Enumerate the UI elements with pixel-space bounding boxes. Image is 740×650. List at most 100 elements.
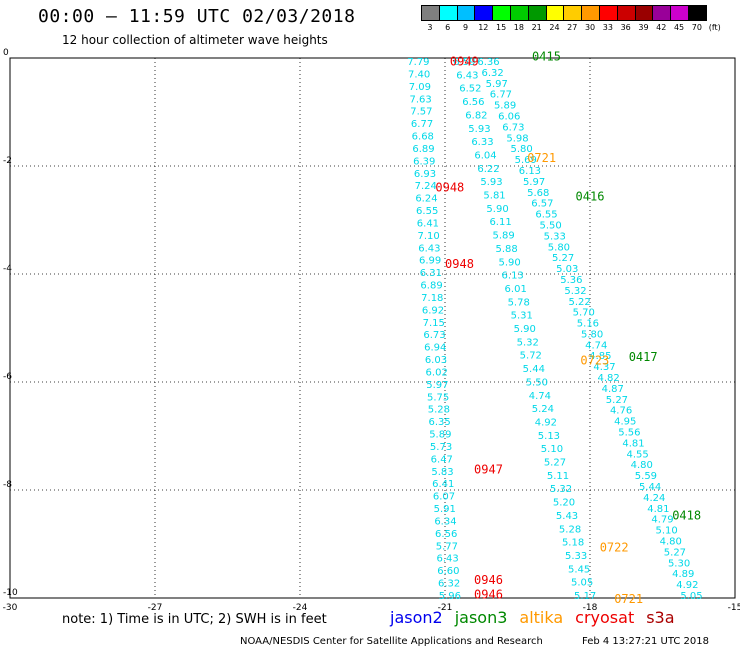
wave-height-value: 6.55 bbox=[535, 210, 557, 221]
wave-height-value: 5.05 bbox=[680, 591, 702, 602]
pass-time-label: 0721 bbox=[527, 151, 556, 165]
pass-time-label: 0948 bbox=[435, 181, 464, 195]
wave-height-value: 5.28 bbox=[428, 405, 450, 416]
color-scale-legend: 3 6 9 12 15 18 21 24 27 30 33 36 39 42 45 70 (ft) bbox=[421, 5, 721, 32]
wave-height-value: 7.57 bbox=[410, 107, 432, 118]
wave-height-value: 6.43 bbox=[437, 554, 459, 565]
wave-height-value: 5.72 bbox=[520, 351, 542, 362]
wave-height-value: 5.44 bbox=[639, 482, 661, 493]
wave-height-value: 6.56 bbox=[462, 97, 484, 108]
latitude-tick-label: -8 bbox=[3, 480, 12, 490]
wave-height-value: 6.34 bbox=[434, 516, 456, 527]
color-scale-label: 3 bbox=[427, 23, 433, 32]
wave-height-value: 5.50 bbox=[526, 377, 548, 388]
wave-height-value: 6.02 bbox=[426, 367, 448, 378]
color-scale-label: 9 bbox=[462, 23, 469, 32]
color-scale-label: 70 bbox=[691, 23, 702, 32]
wave-height-value: 6.04 bbox=[474, 150, 496, 161]
wave-height-value: 5.91 bbox=[434, 504, 456, 515]
color-scale-bin: 70 bbox=[687, 5, 707, 32]
wave-height-value: 5.10 bbox=[656, 526, 678, 537]
wave-height-value: 6.93 bbox=[414, 169, 436, 180]
wave-height-value: 4.74 bbox=[529, 391, 551, 402]
latitude-tick-label: -6 bbox=[3, 372, 12, 382]
wave-height-value: 5.69 bbox=[515, 155, 537, 166]
color-scale-label: 42 bbox=[656, 23, 667, 32]
wave-height-value: 7.79 bbox=[407, 57, 429, 68]
wave-height-value: 4.37 bbox=[593, 362, 615, 373]
wave-height-value: 6.94 bbox=[424, 343, 446, 354]
pass-time-label: 0418 bbox=[672, 508, 701, 522]
map-title: 00:00 – 11:59 UTC 02/03/2018 bbox=[38, 6, 356, 27]
satellite-legend-item: cryosat bbox=[575, 608, 635, 627]
wave-height-value: 5.45 bbox=[568, 564, 590, 575]
wave-height-value: 7.18 bbox=[421, 293, 443, 304]
latitude-tick-label: -10 bbox=[3, 588, 18, 598]
wave-height-value: 5.20 bbox=[553, 498, 575, 509]
wave-height-value: 5.89 bbox=[494, 101, 516, 112]
wave-height-value: 6.11 bbox=[489, 217, 511, 228]
satellite-legend-item: jason3 bbox=[454, 608, 508, 627]
pass-time-label: 0417 bbox=[629, 350, 658, 364]
wave-height-value: 6.55 bbox=[416, 206, 438, 217]
wave-height-value: 4.87 bbox=[602, 384, 624, 395]
wave-height-value: 6.13 bbox=[502, 271, 524, 282]
wave-height-value: 6.82 bbox=[465, 110, 487, 121]
wave-height-value: 6.60 bbox=[437, 566, 459, 577]
wave-height-value: 6.39 bbox=[413, 156, 435, 167]
wave-height-value: 5.33 bbox=[565, 551, 587, 562]
longitude-tick-label: -18 bbox=[583, 603, 598, 613]
wave-height-value: 5.98 bbox=[506, 133, 528, 144]
wave-height-value: 5.97 bbox=[486, 79, 508, 90]
wave-height-value: 5.32 bbox=[517, 337, 539, 348]
color-scale-label: 6 bbox=[445, 23, 451, 32]
color-scale-unit: (ft) bbox=[708, 23, 721, 32]
color-scale-label: 27 bbox=[567, 23, 578, 32]
wave-height-value: 5.59 bbox=[635, 471, 657, 482]
wave-height-value: 4.80 bbox=[631, 460, 653, 471]
wave-height-value: 5.90 bbox=[514, 324, 536, 335]
wave-height-value: 6.31 bbox=[420, 268, 442, 279]
longitude-tick-label: -24 bbox=[293, 603, 308, 613]
wave-height-value: 5.80 bbox=[581, 329, 603, 340]
color-swatch bbox=[687, 5, 707, 21]
color-scale-label: 30 bbox=[584, 23, 596, 32]
wave-height-value: 5.27 bbox=[552, 253, 574, 264]
gridlines bbox=[10, 58, 735, 598]
wave-height-value: 6.59 bbox=[453, 57, 475, 68]
wave-height-value: 5.27 bbox=[606, 395, 628, 406]
wave-height-value: 6.07 bbox=[433, 492, 455, 503]
wave-height-value: 5.05 bbox=[571, 578, 593, 589]
pass-time-label: 0948 bbox=[445, 257, 474, 271]
wave-height-value: 5.70 bbox=[573, 308, 595, 319]
wave-height-value: 5.97 bbox=[426, 380, 448, 391]
pass-time-label: 0946 bbox=[474, 588, 503, 602]
wave-height-value: 5.32 bbox=[564, 286, 586, 297]
wave-height-value: 5.18 bbox=[562, 538, 584, 549]
pass-time-label: 0722 bbox=[600, 541, 629, 555]
satellite-tracks: 7.797.407.097.637.576.776.686.896.396.93… bbox=[407, 57, 702, 602]
wave-height-value: 4.95 bbox=[614, 417, 636, 428]
wave-height-value: 5.30 bbox=[668, 558, 690, 569]
color-scale-label: 12 bbox=[478, 23, 489, 32]
wave-height-value: 6.01 bbox=[505, 284, 527, 295]
wave-height-value: 4.81 bbox=[647, 504, 669, 515]
wave-height-value: 5.96 bbox=[439, 591, 461, 602]
wave-height-value: 5.81 bbox=[483, 191, 505, 202]
wave-height-value: 6.06 bbox=[498, 111, 520, 122]
wave-height-value: 6.13 bbox=[519, 166, 541, 177]
wave-height-value: 5.22 bbox=[569, 297, 591, 308]
wave-height-value: 4.80 bbox=[660, 537, 682, 548]
wave-height-value: 7.09 bbox=[409, 82, 431, 93]
satellite-legend-item: altika bbox=[519, 608, 564, 627]
color-scale-bin: 42 bbox=[652, 5, 672, 32]
wave-height-value: 4.24 bbox=[643, 493, 665, 504]
wave-height-value: 6.56 bbox=[435, 529, 457, 540]
wave-height-value: 7.24 bbox=[415, 181, 437, 192]
color-scale-bin: 18 bbox=[509, 5, 529, 32]
latitude-tick-label: -2 bbox=[3, 156, 12, 166]
color-scale-label: 36 bbox=[620, 23, 631, 32]
footnote: note: 1) Time is in UTC; 2) SWH is in fe… bbox=[62, 612, 327, 627]
wave-height-value: 4.92 bbox=[535, 417, 557, 428]
